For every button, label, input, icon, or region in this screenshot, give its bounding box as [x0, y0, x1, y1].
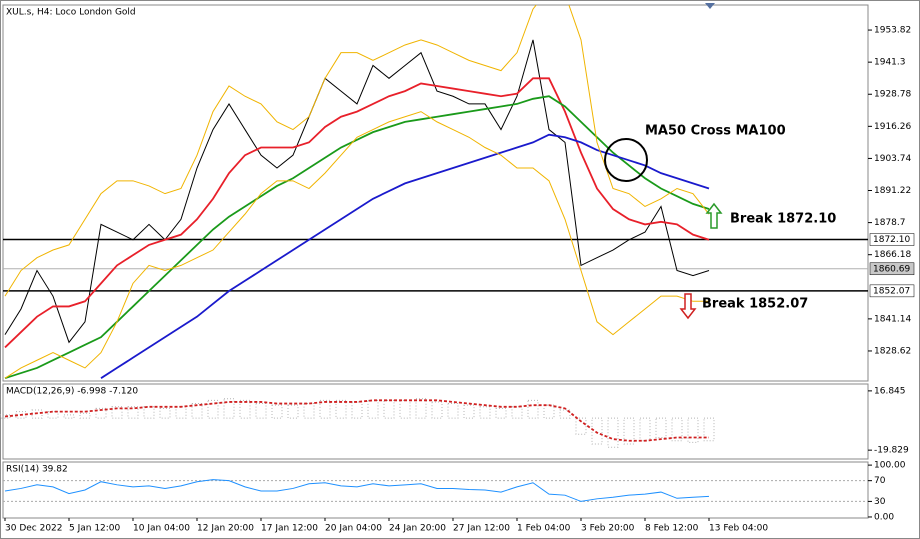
x-tick-label: 12 Jan 20:00: [197, 524, 254, 534]
histogram-bar: [607, 417, 619, 448]
histogram-bar: [367, 399, 379, 419]
level-label-bg: [869, 233, 915, 246]
x-tick-label: 20 Jan 04:00: [325, 524, 382, 534]
histogram-bar: [527, 399, 539, 419]
histogram-bar: [495, 407, 507, 419]
histogram-bar: [127, 406, 139, 419]
series-line: [100, 133, 710, 379]
x-tick-label: 3 Feb 20:00: [581, 524, 635, 534]
histogram-bar: [287, 404, 299, 419]
cross-marker: [604, 138, 648, 182]
x-tick-label: 24 Jan 20:00: [389, 524, 446, 534]
y-tick-label: 1866.18: [874, 250, 911, 260]
histogram-bar: [639, 417, 651, 442]
histogram-bar: [207, 399, 219, 419]
level-label-bg: [869, 284, 915, 298]
histogram-bar: [463, 404, 475, 419]
histogram-bar: [0, 414, 11, 419]
y-tick-label: 1903.74: [874, 154, 911, 164]
panel-title: MACD(12,26,9) -6.998 -7.120: [6, 387, 138, 397]
up-arrow: [705, 202, 723, 229]
series-line: [4, 111, 709, 379]
x-tick-label: 1 Feb 04:00: [517, 524, 571, 534]
level-label: 1852.07: [873, 286, 910, 296]
series-line: [4, 39, 710, 344]
x-tick-label: 27 Jan 12:00: [453, 524, 510, 534]
histogram-bar: [159, 407, 171, 419]
series-line: [4, 399, 709, 442]
y-tick-label: 100.00: [874, 461, 906, 471]
y-tick-label: 1916.26: [874, 122, 911, 132]
annotation: Break 1872.10: [730, 212, 836, 227]
plot: [4, 479, 710, 502]
y-tick-label: 70: [874, 476, 886, 486]
y-tick-label: 1878.7: [874, 218, 906, 228]
level-label-bg: [869, 262, 915, 276]
histogram-bar: [79, 412, 91, 419]
histogram-bar: [671, 417, 683, 442]
panel-title: XUL.s, H4: Loco London Gold: [6, 8, 136, 18]
down-arrow: [679, 293, 697, 320]
series-line: [4, 95, 710, 380]
x-tick-label: 13 Feb 04:00: [709, 524, 768, 534]
y-tick-label: 1828.62: [874, 346, 911, 356]
histogram-bar: [335, 399, 347, 419]
histogram-bar: [543, 404, 555, 419]
x-tick-label: 17 Jan 12:00: [261, 524, 318, 534]
y-tick-label: 1891.22: [874, 186, 911, 196]
x-tick-label: 10 Jan 04:00: [133, 524, 190, 534]
y-tick-label: 1941.3: [874, 58, 906, 68]
level-label: 1860.69: [873, 264, 910, 274]
histogram-bar: [703, 417, 715, 442]
level-label: 1872.10: [873, 235, 910, 245]
histogram-bar: [511, 406, 523, 419]
histogram-bar: [175, 406, 187, 419]
y-tick-label: 30: [874, 497, 886, 507]
histogram-bar: [319, 399, 331, 419]
y-tick-label: 1841.14: [874, 314, 911, 324]
series-line: [4, 5, 710, 297]
panel: [2, 383, 869, 460]
histogram-bar: [63, 414, 75, 419]
menu-icon: [705, 3, 715, 9]
annotation: Break 1852.07: [702, 297, 808, 312]
histogram-bar: [95, 407, 107, 419]
histogram-bar: [399, 399, 411, 419]
y-tick-label: -19.829: [874, 446, 909, 456]
histogram-bar: [47, 411, 59, 419]
histogram-bar: [383, 399, 395, 419]
histogram-bar: [143, 406, 155, 419]
annotation: MA50 Cross MA100: [645, 124, 786, 139]
x-tick-label: 5 Jan 12:00: [69, 524, 121, 534]
histogram-bar: [575, 417, 587, 435]
y-tick-label: 1953.82: [874, 26, 911, 36]
plot: [0, 398, 715, 448]
histogram-bar: [15, 411, 27, 419]
histogram-bar: [271, 404, 283, 419]
x-tick-label: 30 Dec 2022: [5, 524, 63, 534]
histogram-bar: [431, 401, 443, 419]
y-tick-label: 16.845: [874, 386, 906, 396]
histogram-bar: [479, 406, 491, 419]
y-tick-label: 1928.78: [874, 90, 911, 100]
series-line: [4, 479, 710, 502]
panel: [2, 461, 869, 519]
histogram-bar: [351, 401, 363, 419]
histogram-bar: [239, 399, 251, 419]
histogram-bar: [687, 417, 699, 443]
x-tick-label: 8 Feb 12:00: [645, 524, 699, 534]
plot: [4, 5, 710, 380]
series-line: [4, 77, 710, 349]
panel: [2, 4, 869, 382]
y-tick-label: 0.00: [874, 512, 894, 522]
histogram-bar: [111, 406, 123, 419]
panel-title: RSI(14) 39.82: [6, 465, 68, 475]
